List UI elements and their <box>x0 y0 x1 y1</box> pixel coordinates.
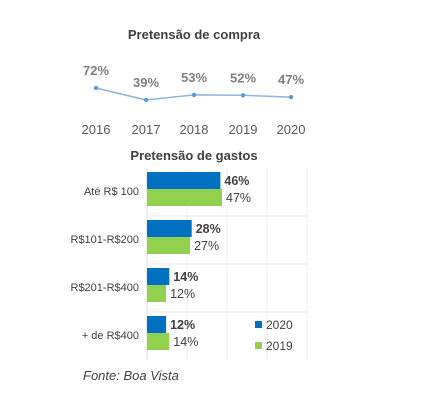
bar-data-label: 12% <box>170 318 195 332</box>
line-data-label: 53% <box>181 70 207 85</box>
line-data-label: 52% <box>230 70 256 85</box>
legend-label: 2020 <box>266 318 293 332</box>
line-data-label: 47% <box>278 72 304 87</box>
line-point <box>143 97 149 103</box>
bar-2019 <box>147 333 170 350</box>
line-point <box>93 85 99 91</box>
bar-data-label: 12% <box>170 287 195 301</box>
bar-chart: Pretensão de gastos Até R$ 100 46% 47% R$10… <box>71 148 308 360</box>
bar-2019 <box>147 285 167 302</box>
line-point <box>191 92 197 98</box>
line-point <box>240 93 246 98</box>
bar-data-label: 47% <box>226 191 251 205</box>
legend-swatch-2020 <box>255 321 262 328</box>
legend-swatch-2019 <box>255 342 262 349</box>
bar-data-label: 14% <box>173 270 198 284</box>
bar-2020 <box>147 172 221 189</box>
line-chart: Pretensão de compra 72% 2016 39% 2017 53% 201… <box>82 27 306 137</box>
line-x-tick-label: 2019 <box>229 122 258 137</box>
bar-2019 <box>147 189 222 206</box>
line-x-tick-label: 2017 <box>132 122 161 137</box>
bar-chart-title: Pretensão de gastos <box>130 148 257 163</box>
line-chart-title: Pretensão de compra <box>128 27 261 42</box>
bar-2020 <box>147 316 167 333</box>
line-data-label: 72% <box>83 63 109 78</box>
bar-2020 <box>147 220 192 237</box>
line-point <box>288 94 294 100</box>
line-data-label: 39% <box>133 75 159 90</box>
line-x-tick-label: 2018 <box>180 122 209 137</box>
bar-category-label: + de R$400 <box>82 330 139 342</box>
bar-category-label: R$101-R$200 <box>71 234 140 246</box>
line-x-tick-label: 2020 <box>277 122 306 137</box>
bar-data-label: 14% <box>173 335 198 349</box>
bar-2020 <box>147 268 170 285</box>
bar-2019 <box>147 237 191 254</box>
bar-data-label: 28% <box>196 222 221 236</box>
bar-data-label: 46% <box>224 174 249 188</box>
legend-label: 2019 <box>266 339 293 353</box>
bar-category-label: R$201-R$400 <box>71 282 140 294</box>
source-note: Fonte: Boa Vista <box>83 368 179 383</box>
bar-data-label: 27% <box>194 239 219 253</box>
line-x-tick-label: 2016 <box>82 122 111 137</box>
bar-category-label: Até R$ 100 <box>84 186 139 198</box>
